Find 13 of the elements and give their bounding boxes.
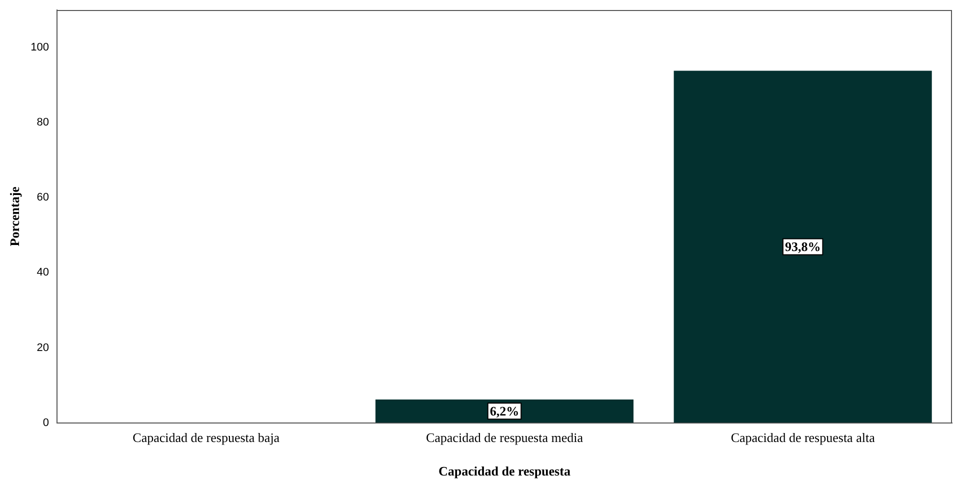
x-axis-title: Capacidad de respuesta — [438, 464, 571, 479]
y-tick-label: 80 — [36, 116, 49, 129]
x-tick-label: Capacidad de respuesta baja — [132, 430, 280, 446]
x-tick-label: Capacidad de respuesta alta — [730, 430, 876, 446]
y-axis-title: Porcentaje — [7, 186, 22, 246]
y-tick-label: 60 — [36, 192, 49, 204]
y-tick-label: 100 — [30, 42, 49, 54]
data-label: 6,2% — [490, 404, 520, 419]
y-tick-label: 40 — [36, 266, 49, 279]
x-tick-label: Capacidad de respuesta media — [426, 430, 584, 446]
data-label: 93,8% — [784, 239, 821, 254]
y-tick-label: 20 — [36, 342, 49, 354]
y-tick-label: 0 — [42, 416, 49, 429]
